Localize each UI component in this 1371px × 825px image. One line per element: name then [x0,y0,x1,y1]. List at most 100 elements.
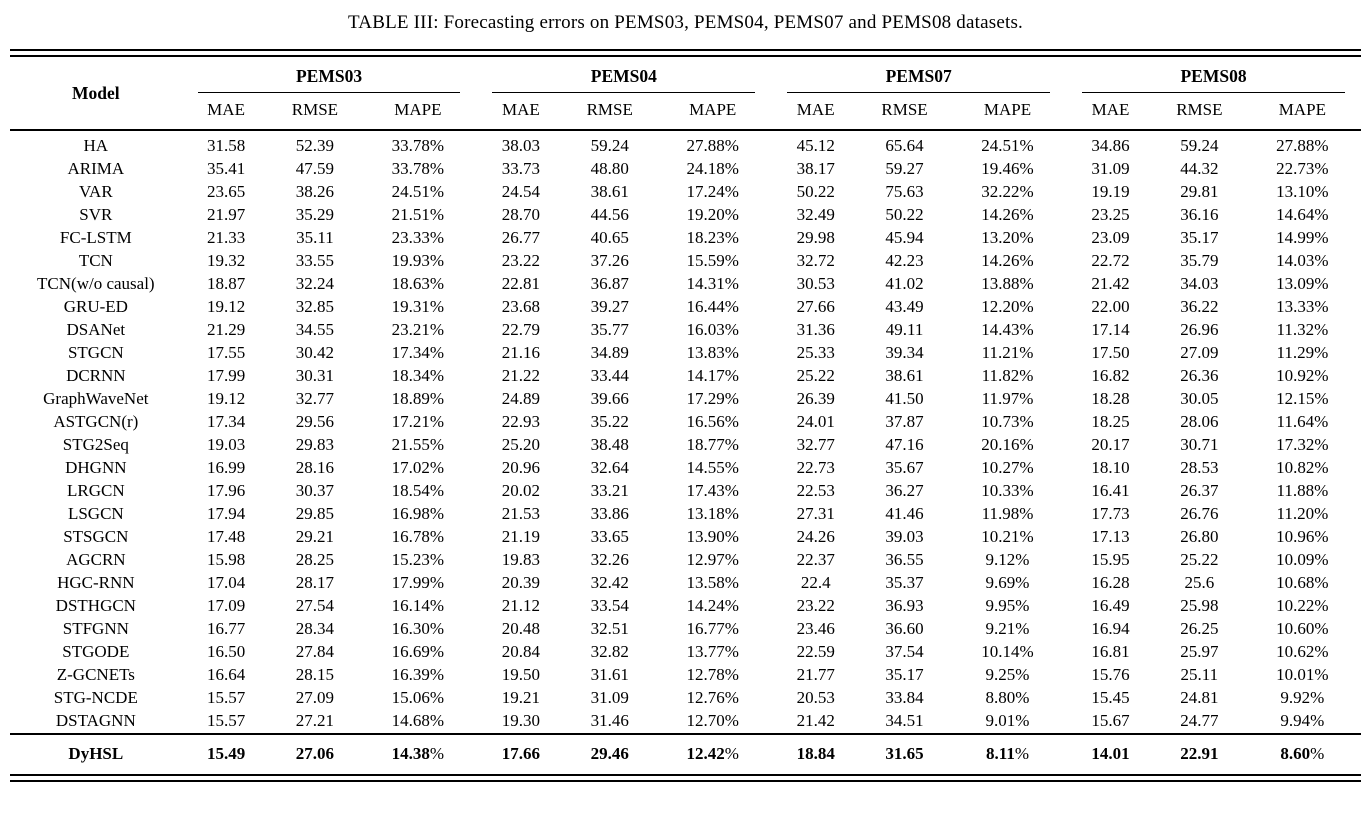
metric-value: 17.55 [206,343,246,362]
metric-value: 34.86 [1091,136,1130,155]
metric-value: 14.26% [981,205,1034,224]
table-row: DSTAGNN 15.57 27.21 14.68% 19.30 31.46 12.70% 2… [10,710,1361,734]
metric-value: 17.48 [206,527,246,546]
metric-value: 37.54 [885,642,924,661]
metric-value: 13.77% [686,642,739,661]
metric-value: 25.6 [1184,573,1215,592]
metric-value: 17.99% [391,573,445,592]
metric-value: 24.89 [501,389,540,408]
table-row: STG-NCDE 15.57 27.09 15.06% 19.21 31.09 12.76%… [10,687,1361,710]
metric-value: 12.20% [981,297,1034,316]
metric-value: 9.25% [985,665,1030,684]
metric-value: 30.31 [295,366,335,385]
metric-value: 20.96 [501,458,540,477]
metric-header-mape: MAPE [1243,93,1361,131]
metric-value: 27.88% [686,136,739,155]
metric-value: 26.80 [1180,527,1219,546]
metric-value: 28.34 [295,619,335,638]
metric-value: 19.03 [206,435,246,454]
metric-value: 35.17 [1180,228,1219,247]
metric-value: 32.82 [590,642,629,661]
metric-value: 12.78% [686,665,739,684]
metric-value: 16.78% [391,527,445,546]
metric-value: 38.61 [590,182,629,201]
metric-value: 14.31% [686,274,739,293]
metric-value: 31.65 [860,732,949,774]
metric-value: 32.72 [796,251,835,270]
metric-value: 9.95% [985,596,1030,615]
table-row: FC-LSTM 21.33 35.11 23.33% 26.77 40.65 18.23% 2… [10,227,1361,250]
metric-value: 34.03 [1180,274,1219,293]
metric-header-mape: MAPE [654,93,772,131]
metric-value: 22.73% [1276,159,1329,178]
metric-value: 16.94 [1091,619,1130,638]
metric-value: 17.66 [476,732,566,774]
model-name: DHGNN [65,458,127,477]
metric-value: 13.58% [686,573,739,592]
metric-value: 35.41 [206,159,246,178]
highlight-row: DyHSL 15.49 27.06 14.38% 17.66 29.46 12.42% 18.… [10,732,1361,774]
metric-value: 12.70% [686,711,739,730]
metric-value: 26.39 [796,389,835,408]
metric-value: 21.53 [501,504,540,523]
metric-value: 25.22 [1180,550,1219,569]
metric-value: 28.17 [295,573,335,592]
metric-value: 17.73 [1091,504,1130,523]
metric-header-rmse: RMSE [860,93,949,131]
model-name: DSANet [66,320,126,339]
metric-value: 29.56 [295,412,335,431]
metric-value: 24.51% [391,182,445,201]
metric-value: 19.12 [206,297,246,316]
metric-value: 36.93 [885,596,924,615]
metric-value: 25.98 [1180,596,1219,615]
metric-value: 11.97% [981,389,1034,408]
metric-value: 17.21% [391,412,445,431]
metric-value: 39.66 [590,389,629,408]
model-name: TCN [78,251,113,270]
metric-value: 10.92% [1276,366,1329,385]
metric-value: 23.22 [501,251,540,270]
metric-value: 22.93 [501,412,540,431]
metric-value: 59.24 [1180,136,1219,155]
metric-value: 44.56 [590,205,629,224]
metric-value: 16.30% [391,619,445,638]
table-row: GraphWaveNet 19.12 32.77 18.89% 24.89 39.66 17… [10,388,1361,411]
metric-value: 22.53 [796,481,835,500]
metric-value: 9.01% [985,711,1030,730]
metric-value: 28.06 [1180,412,1219,431]
model-name: STG2Seq [62,435,129,454]
results-table: Model PEMS03 PEMS04 PEMS07 PEMS08 MAE RM… [10,57,1361,774]
metric-value: 38.03 [501,136,540,155]
metric-value: 29.98 [796,228,835,247]
metric-value: 26.25 [1180,619,1219,638]
metric-value: 50.22 [885,205,924,224]
metric-value: 24.54 [501,182,540,201]
metric-value: 27.09 [295,688,335,707]
metric-value: 65.64 [885,136,924,155]
metric-value: 13.90% [686,527,739,546]
metric-value: 27.31 [796,504,835,523]
metric-value: 29.81 [1180,182,1219,201]
model-name: TCN(w/o causal) [37,274,155,293]
metric-value: 26.96 [1180,320,1219,339]
metric-value: 21.55% [391,435,445,454]
model-name: DCRNN [66,366,126,385]
metric-value: 21.77 [796,665,835,684]
metric-value: 30.37 [295,481,335,500]
model-name: DSTHGCN [55,596,136,615]
metric-value: 9.12% [985,550,1030,569]
table-caption: TABLE III: Forecasting errors on PEMS03,… [348,12,1023,33]
metric-value: 19.46% [981,159,1034,178]
metric-value: 23.21% [391,320,445,339]
metric-value: 32.77 [796,435,835,454]
metric-value: 21.16 [501,343,540,362]
table-row: STGODE 16.50 27.84 16.69% 20.84 32.82 13.77% 22… [10,641,1361,664]
metric-value: 35.17 [885,665,924,684]
group-label: PEMS03 [197,64,461,93]
model-name: LRGCN [67,481,125,500]
table-row: DSANet 21.29 34.55 23.21% 22.79 35.77 16.03% 31… [10,319,1361,342]
metric-value: 28.25 [295,550,335,569]
metric-value: 17.43% [686,481,739,500]
metric-value: 75.63 [885,182,924,201]
metric-value: 26.36 [1180,366,1219,385]
